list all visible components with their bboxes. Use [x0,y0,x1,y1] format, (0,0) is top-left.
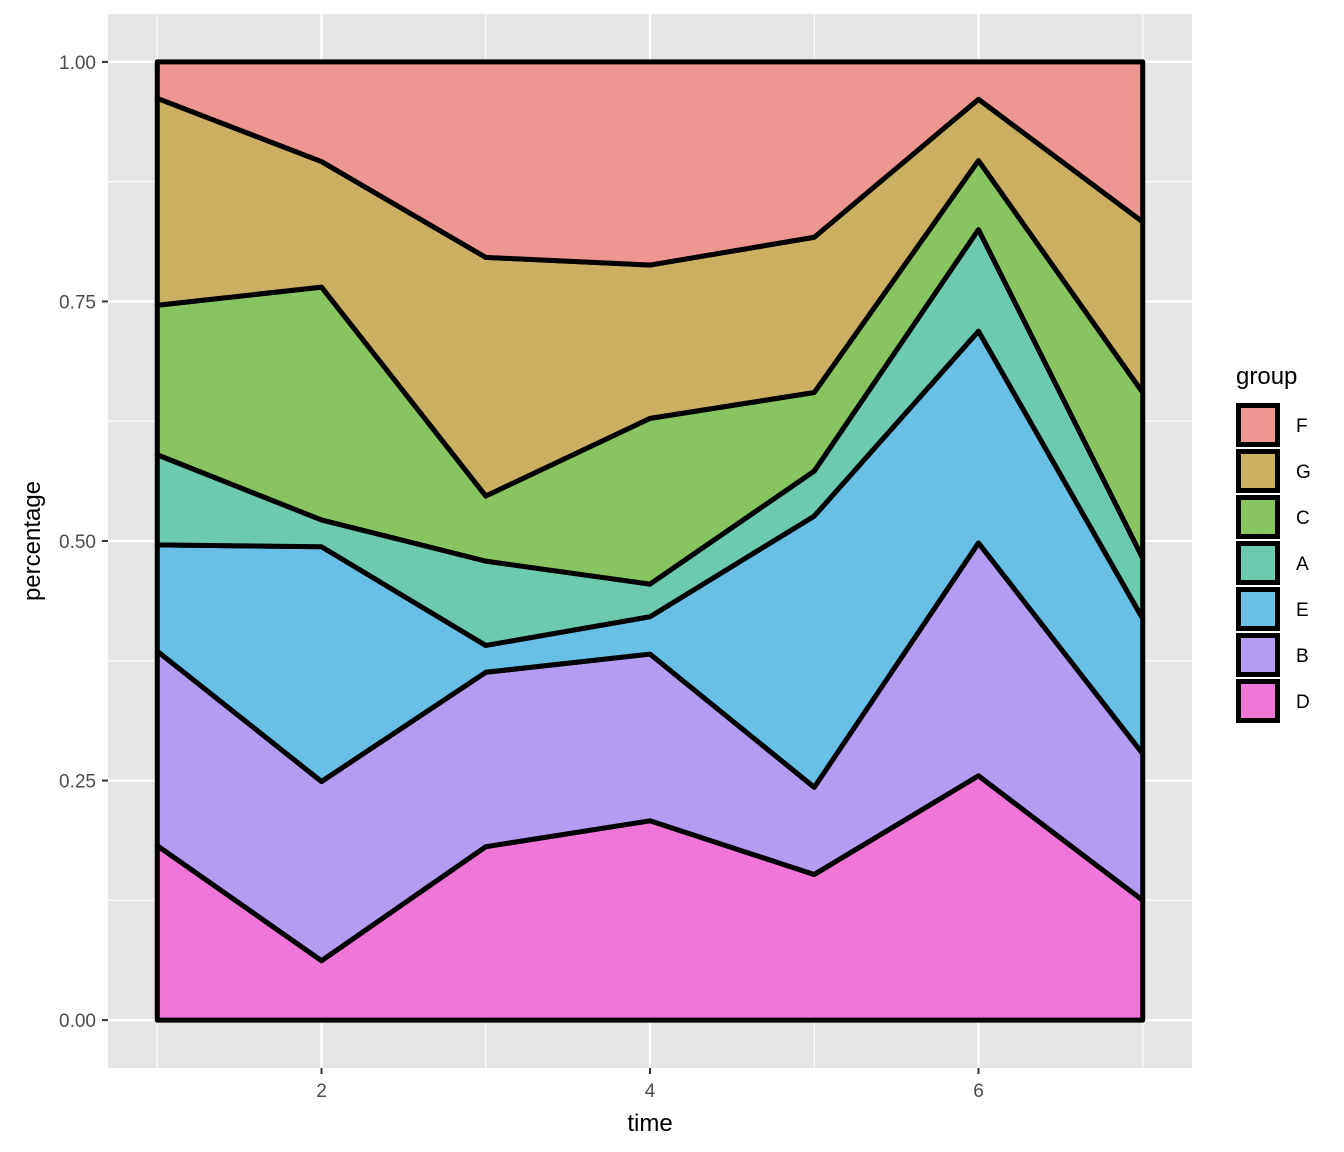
legend-label-E: E [1296,600,1309,621]
y-tick-label: 0.75 [59,292,96,313]
x-tick-label: 2 [316,1081,327,1102]
legend-title: group [1236,363,1297,390]
legend-label-B: B [1296,646,1309,667]
legend-key-D [1236,679,1280,723]
y-axis: 0.00 0.25 0.50 0.75 1.00 [59,53,108,1032]
legend-key-A [1236,541,1280,585]
legend-label-G: G [1296,462,1311,483]
x-axis-title: time [627,1110,672,1137]
legend-label-D: D [1296,692,1310,713]
x-tick-label: 6 [973,1081,984,1102]
legend-key-G [1236,449,1280,493]
y-tick-label: 0.00 [59,1011,96,1032]
x-tick-label: 4 [645,1081,656,1102]
y-tick-label: 0.50 [59,532,96,553]
legend-key-B [1236,633,1280,677]
area-F [154,59,1146,268]
legend-label-F: F [1296,416,1308,437]
legend: group F G C A E B D [1236,363,1311,723]
legend-key-E [1236,587,1280,631]
legend-label-C: C [1296,508,1310,529]
area-series-group [154,59,1146,1023]
y-tick-label: 0.25 [59,772,96,793]
legend-key-C [1236,495,1280,539]
legend-label-A: A [1296,554,1309,575]
x-axis: 2 4 6 [316,1068,984,1102]
y-tick-label: 1.00 [59,53,96,74]
y-axis-title: percentage [19,481,46,601]
legend-key-F [1236,403,1280,447]
